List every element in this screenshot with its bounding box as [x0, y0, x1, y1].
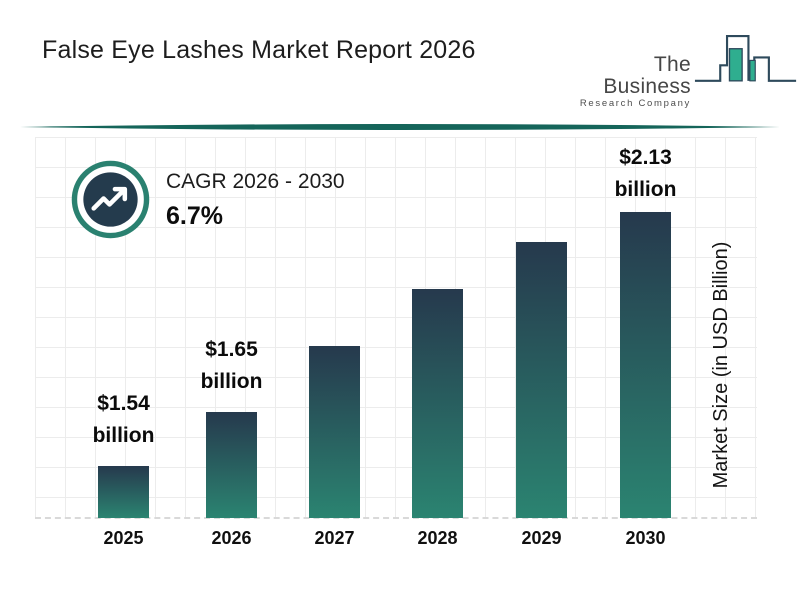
- cagr-period-label: CAGR 2026 - 2030: [166, 170, 345, 193]
- company-logo: The Business Research Company: [566, 28, 800, 109]
- value-label-line: $2.13: [619, 146, 672, 169]
- value-label-line: $1.65: [205, 338, 258, 361]
- bar-2025: [98, 466, 149, 518]
- x-tick-2025: 2025: [103, 528, 144, 548]
- value-label-line: $1.54: [97, 392, 150, 415]
- x-axis-baseline: [35, 517, 757, 519]
- growth-trend-icon: [71, 160, 150, 239]
- value-label-line: billion: [614, 178, 677, 201]
- x-tick-2028: 2028: [417, 528, 458, 548]
- value-label-line: billion: [92, 424, 155, 447]
- logo-name: The Business: [603, 53, 691, 98]
- cagr-value: 6.7%: [166, 202, 223, 230]
- logo-subname: Research Company: [579, 98, 691, 109]
- bar-2027: [309, 346, 360, 518]
- x-tick-2029: 2029: [521, 528, 562, 548]
- x-tick-2027: 2027: [314, 528, 355, 548]
- value-label-2026: $1.65 billion: [172, 334, 292, 398]
- bar-2026: [206, 412, 257, 518]
- x-tick-2026: 2026: [211, 528, 252, 548]
- y-axis-label: Market Size (in USD Billion): [710, 241, 732, 489]
- header-divider: [20, 124, 780, 130]
- bar-2029: [516, 242, 567, 518]
- page-title: False Eye Lashes Market Report 2026: [42, 36, 476, 64]
- bar-chart-skyline-icon: [694, 35, 797, 82]
- x-tick-2030: 2030: [625, 528, 666, 548]
- value-label-line: billion: [200, 370, 263, 393]
- logo-wordmark: The Business Research Company: [566, 53, 691, 110]
- value-label-2025: $1.54 billion: [64, 388, 184, 452]
- bar-2030: [620, 212, 671, 518]
- bar-2028: [412, 289, 463, 518]
- value-label-2030: $2.13 billion: [586, 142, 706, 206]
